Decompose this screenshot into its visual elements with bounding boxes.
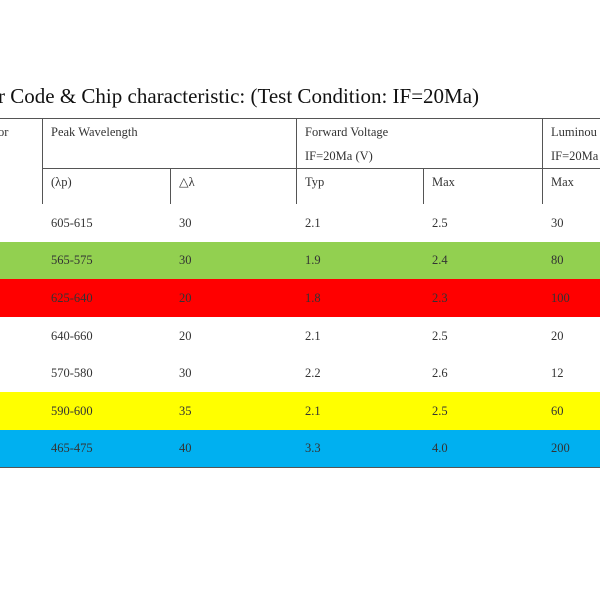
typ-voltage-cell: 2.1	[305, 403, 321, 418]
delta-lambda-cell: 20	[179, 291, 192, 305]
header-peak-wavelength: Peak Wavelength	[51, 125, 138, 139]
max-voltage-cell: 2.3	[432, 291, 448, 305]
peak-wavelength-cell: 605-615	[51, 215, 93, 230]
max-voltage-cell: 2.5	[432, 328, 448, 343]
max-voltage-cell: 2.6	[432, 366, 448, 381]
peak-wavelength-cell: 565-575	[51, 253, 93, 268]
peak-wavelength-cell: 590-600	[51, 403, 93, 418]
max-luminous-cell: 80	[551, 253, 564, 268]
header-color-label: or	[0, 125, 9, 139]
max-voltage-cell: 4.0	[432, 441, 448, 456]
table-row-band	[0, 429, 600, 468]
max-voltage-cell: 2.4	[432, 253, 448, 268]
delta-lambda-cell: 40	[179, 441, 192, 456]
header-forward-voltage-condition: IF=20Ma (V)	[305, 149, 373, 163]
page-title: r Code & Chip characteristic: (Test Cond…	[0, 84, 480, 108]
typ-voltage-cell: 2.1	[305, 215, 321, 230]
peak-wavelength-cell: 570-580	[51, 366, 93, 381]
max-luminous-cell: 200	[551, 441, 570, 456]
header-forward-voltage: Forward Voltage	[305, 125, 389, 139]
max-luminous-cell: 30	[551, 215, 564, 230]
header-luminous: Luminou	[551, 125, 597, 139]
subheader-typ: Typ	[305, 175, 325, 189]
subheader-lambda-p: (λp)	[51, 175, 72, 189]
delta-lambda-cell: 30	[179, 215, 192, 230]
header-luminous-condition: IF=20Ma	[551, 149, 599, 163]
peak-wavelength-cell: 640-660	[51, 328, 93, 343]
table-row-band	[0, 392, 600, 430]
table-row-band	[0, 279, 600, 317]
table-row-band	[0, 354, 600, 392]
max-luminous-cell: 20	[551, 328, 564, 343]
max-voltage-cell: 2.5	[432, 403, 448, 418]
table-row-band	[0, 316, 600, 355]
max-luminous-cell: 60	[551, 403, 564, 418]
table-border-top	[0, 118, 600, 119]
table-row-band	[0, 204, 600, 242]
delta-lambda-cell: 20	[179, 328, 192, 343]
subheader-max-luminous: Max	[551, 175, 574, 189]
delta-lambda-cell: 30	[179, 253, 192, 268]
subheader-max-voltage: Max	[432, 175, 455, 189]
chip-characteristics-table: or Peak Wavelength Forward Voltage IF=20…	[0, 118, 600, 474]
typ-voltage-cell: 2.2	[305, 366, 321, 381]
peak-wavelength-cell: 465-475	[51, 441, 93, 456]
delta-lambda-cell: 30	[179, 366, 192, 381]
header-divider	[42, 168, 600, 169]
row-divider	[0, 467, 600, 469]
table-row-band	[0, 241, 600, 280]
typ-voltage-cell: 3.3	[305, 441, 321, 456]
typ-voltage-cell: 1.8	[305, 291, 321, 305]
max-luminous-cell: 12	[551, 366, 564, 381]
max-luminous-cell: 100	[551, 291, 570, 305]
typ-voltage-cell: 1.9	[305, 253, 321, 268]
typ-voltage-cell: 2.1	[305, 328, 321, 343]
delta-lambda-cell: 35	[179, 403, 192, 418]
peak-wavelength-cell: 625-640	[51, 291, 93, 305]
max-voltage-cell: 2.5	[432, 215, 448, 230]
subheader-delta-lambda: △λ	[179, 175, 195, 189]
